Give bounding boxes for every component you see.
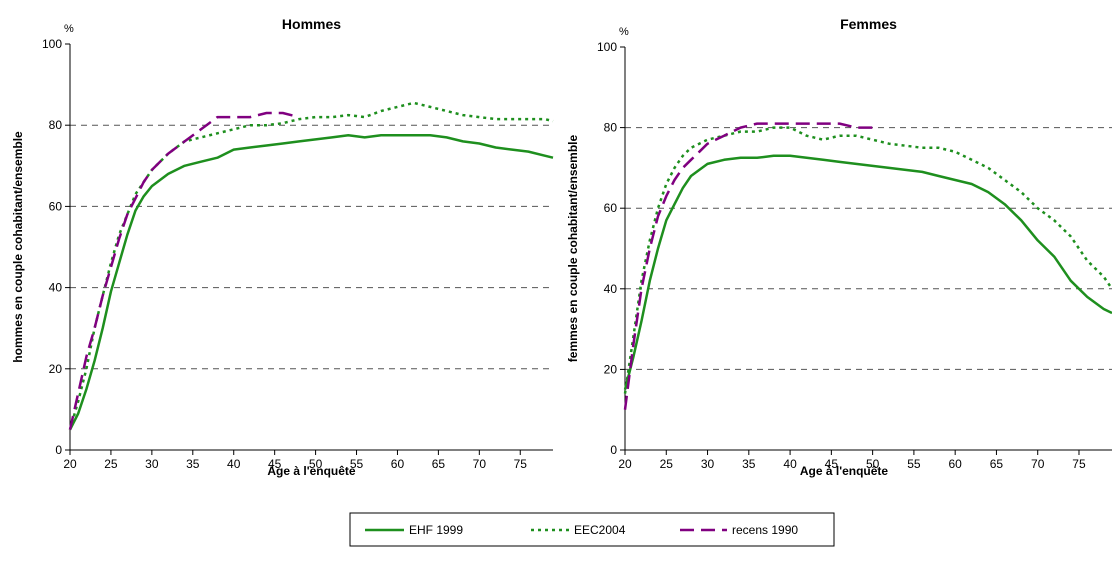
x-tick-label: 50: [866, 457, 880, 471]
x-tick-label: 20: [618, 457, 632, 471]
legend-box: [349, 512, 835, 547]
x-tick-label: 30: [145, 457, 159, 471]
chart-title: Femmes: [840, 16, 897, 32]
series-line-ehf-1999: [68, 134, 554, 431]
legend-label: EEC2004: [574, 523, 626, 537]
y-unit-label: %: [64, 23, 74, 35]
x-tick-label: 55: [350, 457, 364, 471]
y-axis-title: hommes en couple cohabitant/ensemble: [11, 131, 25, 363]
x-tick-label: 45: [825, 457, 839, 471]
series-line-eec2004: [623, 126, 1112, 394]
x-tick-label: 55: [907, 457, 921, 471]
x-tick-label: 60: [391, 457, 405, 471]
y-tick-label: 80: [604, 121, 618, 135]
y-tick-label: 40: [49, 281, 63, 295]
x-tick-label: 25: [660, 457, 674, 471]
x-tick-label: 40: [783, 457, 797, 471]
x-tick-label: 65: [432, 457, 446, 471]
x-tick-label: 30: [701, 457, 715, 471]
legend-label: recens 1990: [732, 523, 798, 537]
x-tick-label: 25: [104, 457, 118, 471]
x-tick-label: 75: [514, 457, 528, 471]
x-tick-label: 65: [990, 457, 1004, 471]
y-tick-label: 100: [42, 37, 62, 51]
x-tick-label: 45: [268, 457, 282, 471]
x-tick-label: 75: [1072, 457, 1086, 471]
series-line-ehf-1999: [623, 154, 1112, 390]
y-tick-label: 60: [49, 199, 63, 213]
series-line-eec2004: [68, 101, 554, 431]
x-axis-title: Age à l'enquête: [800, 464, 889, 478]
legend: EHF 1999 EEC2004 recens 1990: [349, 512, 835, 547]
y-unit-label: %: [619, 26, 629, 38]
x-tick-label: 35: [186, 457, 200, 471]
y-tick-label: 80: [49, 118, 63, 132]
chart-title: Hommes: [282, 16, 341, 32]
y-tick-label: 40: [604, 282, 618, 296]
x-tick-label: 70: [473, 457, 487, 471]
x-tick-label: 35: [742, 457, 756, 471]
x-tick-label: 40: [227, 457, 241, 471]
x-tick-label: 70: [1031, 457, 1045, 471]
x-axis-title: Age à l'enquête: [267, 464, 356, 478]
x-tick-label: 60: [948, 457, 962, 471]
y-tick-label: 0: [610, 443, 617, 457]
y-tick-label: 20: [49, 362, 63, 376]
y-tick-label: 60: [604, 201, 618, 215]
series-line-recens-1990: [68, 111, 300, 430]
x-tick-label: 20: [63, 457, 77, 471]
y-tick-label: 20: [604, 362, 618, 376]
legend-label: EHF 1999: [409, 523, 463, 537]
y-tick-label: 0: [55, 443, 62, 457]
y-axis-title: femmes en couple cohabitant/ensemble: [566, 134, 580, 362]
y-tick-label: 100: [597, 40, 617, 54]
series-line-recens-1990: [623, 122, 873, 410]
x-tick-label: 50: [309, 457, 323, 471]
